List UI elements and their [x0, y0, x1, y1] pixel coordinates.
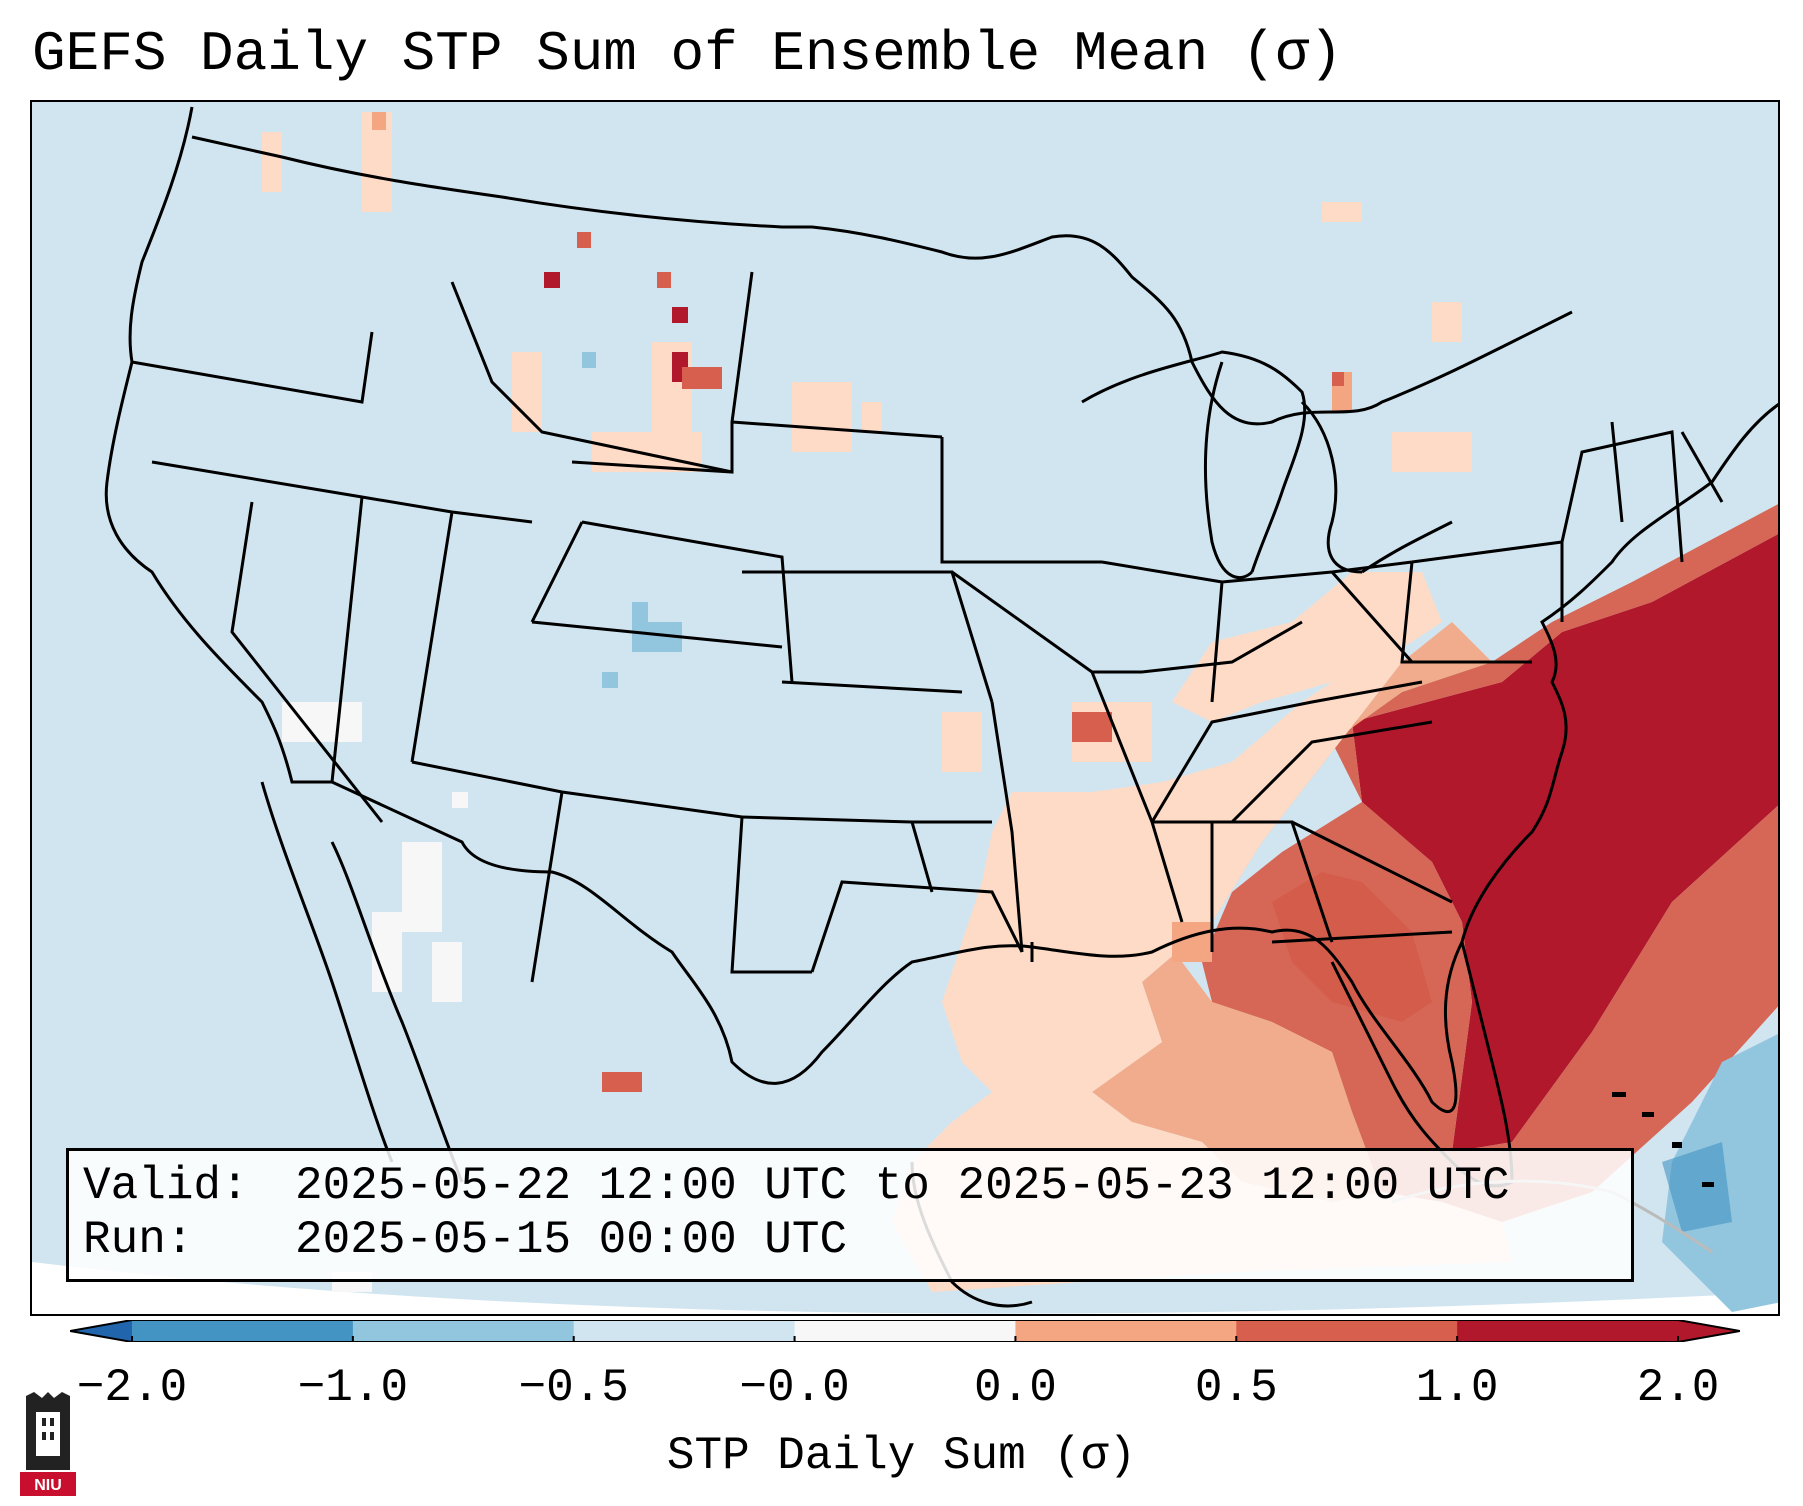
colorbar-segment [352, 1320, 575, 1342]
great-lakes [1081, 350, 1307, 573]
stp-region-gulf-low [1092, 622, 1492, 1202]
state-border [330, 496, 364, 783]
bahamas-islands [1612, 1092, 1714, 1187]
great-lakes [1300, 400, 1363, 574]
valid-run-info-box: Valid: 2025-05-22 12:00 UTC to 2025-05-23… [66, 1148, 1634, 1282]
state-border [450, 281, 733, 474]
chart-title: GEFS Daily STP Sum of Ensemble Mean (σ) [32, 22, 1343, 86]
colorbar [70, 1320, 1740, 1342]
valid-value: 2025-05-22 12:00 UTC to 2025-05-23 12:00… [295, 1160, 1510, 1212]
state-border [581, 520, 794, 683]
state-border [411, 760, 743, 819]
colorbar-segment [1015, 1320, 1237, 1342]
colorbar-label: STP Daily Sum (σ) [666, 1430, 1137, 1482]
state-border [951, 570, 1142, 674]
logo-text: NIU [34, 1477, 62, 1494]
state-border [940, 437, 1102, 564]
map-canvas [32, 106, 1778, 1314]
colorbar-tick-label: −0.5 [518, 1362, 629, 1414]
colorbar-segment [794, 1320, 1016, 1342]
state-border [410, 511, 454, 763]
colorbar-tick-label: 0.5 [1194, 1362, 1278, 1414]
state-border [131, 331, 374, 404]
baja-coast [260, 781, 394, 1163]
great-lakes [1361, 520, 1453, 574]
state-border [742, 570, 994, 703]
state-border [530, 521, 584, 623]
colorbar-tick-label: −0.0 [739, 1362, 850, 1414]
state-border [531, 620, 783, 649]
colorbar-segment [1236, 1320, 1458, 1342]
projection-edge [32, 1262, 1778, 1314]
state-border [151, 460, 533, 524]
state-border [1271, 930, 1453, 944]
map-panel [30, 100, 1780, 1316]
colorbar-tick-label: 2.0 [1636, 1362, 1720, 1414]
great-lakes [1203, 361, 1254, 580]
state-border [730, 816, 812, 974]
colorbar-tick-label: −1.0 [297, 1362, 409, 1414]
state-border [1680, 431, 1724, 503]
stp-region-atlantic-high [1352, 534, 1778, 1152]
run-value: 2025-05-15 00:00 UTC [295, 1214, 848, 1266]
stp-negative-patches [582, 352, 1778, 1312]
state-border [530, 791, 564, 983]
state-border [1210, 581, 1224, 703]
stp-region-southeast-medium [1202, 504, 1778, 1222]
valid-label: Valid: [83, 1160, 249, 1212]
state-border [781, 680, 963, 694]
colorbar-tick-label: −2.0 [76, 1362, 188, 1414]
canada-border [191, 135, 1573, 426]
state-border [1330, 571, 1414, 663]
state-border [741, 815, 992, 824]
stp-scattered-patches [262, 112, 1472, 1092]
state-border [1150, 680, 1423, 823]
state-border [810, 880, 1024, 973]
colorbar-extend-high [1678, 1320, 1740, 1342]
niu-logo: NIU [20, 1392, 76, 1496]
baja-coast [330, 841, 464, 1183]
state-border [731, 420, 943, 439]
state-border [1291, 820, 1453, 904]
colorbar-segment [1457, 1320, 1679, 1342]
state-border [1230, 720, 1433, 824]
colorbar-tick-label: 0.0 [974, 1362, 1057, 1414]
state-border [571, 271, 754, 474]
state-border [230, 501, 384, 823]
colorbar-tick-label: 1.0 [1415, 1362, 1499, 1414]
run-label: Run: [83, 1214, 194, 1266]
stp-region-ohio-valley [1172, 572, 1442, 722]
state-border [1610, 421, 1624, 523]
state-border [1141, 620, 1303, 674]
colorbar-segment [132, 1320, 354, 1342]
state-border [1400, 561, 1532, 664]
stp-region-lower-mississippi [892, 622, 1512, 1292]
valid-row: Valid: 2025-05-22 12:00 UTC to 2025-05-23… [83, 1159, 1617, 1213]
state-border [910, 821, 934, 893]
colorbar-segment [573, 1320, 796, 1342]
colorbar-extend-low [70, 1320, 132, 1342]
state-border [990, 701, 1024, 953]
state-border [1560, 430, 1684, 563]
run-row: Run: 2025-05-15 00:00 UTC [83, 1213, 1617, 1267]
